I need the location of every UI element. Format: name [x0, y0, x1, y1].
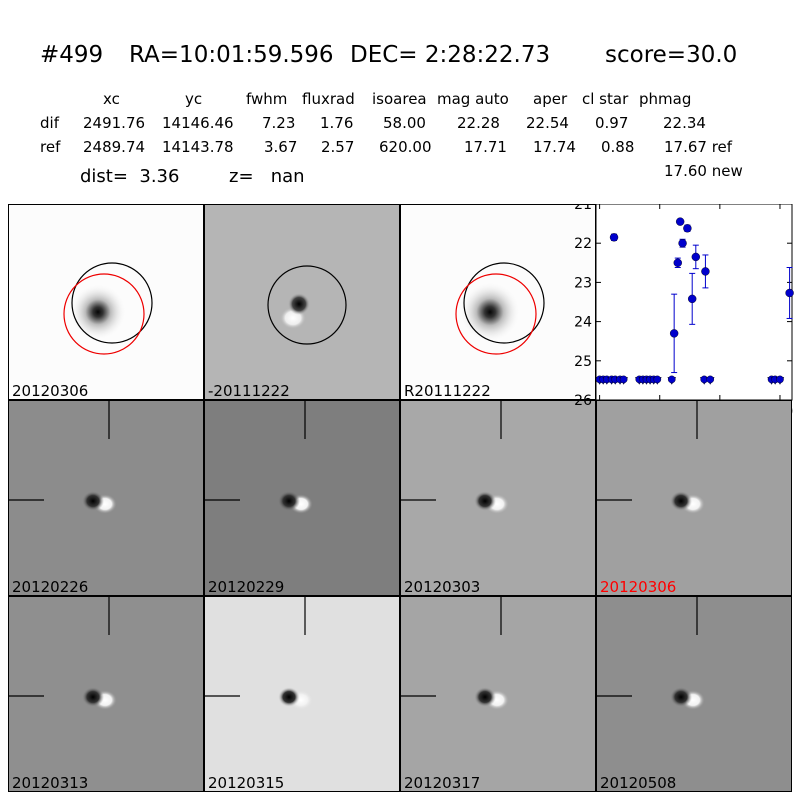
epoch-stamp-image [597, 401, 705, 514]
epoch-stamp-image [205, 401, 313, 514]
score-value: score=30.0 [605, 42, 738, 68]
ref-isoarea: 620.00 [379, 138, 432, 156]
epoch-stamp-image [401, 401, 509, 514]
y-axis-labels: 21 22 23 24 25 26 [574, 204, 592, 409]
dif-fwhm: 7.23 [262, 114, 296, 132]
y-tick-label: 25 [574, 354, 592, 370]
new-phmag: 17.60 new [664, 162, 743, 180]
epoch-stamp-image [597, 597, 705, 710]
upper-limit-point [706, 375, 715, 384]
y-tick-label: 22 [574, 236, 592, 252]
col-header-yc: yc [185, 90, 203, 108]
ref-fluxrad: 2.57 [321, 138, 355, 156]
detection-point [609, 233, 619, 242]
difference-stamp: -20111222 [204, 204, 400, 400]
stamp-date-label: 20120317 [404, 774, 481, 792]
dif-aper: 22.54 [526, 114, 569, 132]
ref-mag-auto: 17.71 [464, 138, 507, 156]
aperture-circle [463, 262, 545, 344]
detection-point [669, 329, 679, 338]
detection-point [687, 294, 697, 304]
epoch-stamp-image [401, 597, 509, 710]
ref-aper: 17.74 [533, 138, 576, 156]
stamp-date-label: 20120303 [404, 578, 481, 596]
redshift-value: z= nan [229, 166, 305, 187]
science-stamp: 20120306 [8, 204, 204, 400]
epoch-stamp: 20120226 [8, 400, 204, 596]
detection-point [678, 239, 687, 248]
dif-mag-auto: 22.28 [457, 114, 500, 132]
detection-point [683, 224, 692, 233]
ref-yc: 14143.78 [162, 138, 234, 156]
col-header-fluxrad: fluxrad [302, 90, 355, 108]
stamp-date-label: 20120226 [12, 578, 89, 596]
dif-isoarea: 58.00 [383, 114, 426, 132]
epoch-stamp: 20120306 [596, 400, 792, 596]
upper-limit-point [776, 375, 784, 384]
light-curve-chart: 050100150 [596, 204, 794, 416]
upper-limit-point [619, 375, 628, 384]
candidate-id: #499 [40, 42, 104, 68]
difference-stamp-image [267, 265, 347, 345]
epoch-stamp: 20120508 [596, 596, 792, 792]
epoch-stamp: 20120317 [400, 596, 596, 792]
dif-cl-star: 0.97 [595, 114, 629, 132]
ref-xc: 2489.74 [83, 138, 146, 156]
reference-aperture-circle [63, 273, 145, 355]
col-header-isoarea: isoarea [372, 90, 427, 108]
col-header-fwhm: fwhm [246, 90, 288, 108]
detection-point [673, 258, 682, 267]
ra-coordinate: RA=10:01:59.596 [129, 42, 334, 68]
ref-cl-star: 0.88 [601, 138, 635, 156]
epoch-stamp-image [205, 597, 313, 710]
aperture-circle [267, 265, 347, 345]
stamp-date-label: 20120229 [208, 578, 285, 596]
col-header-aper: aper [533, 90, 568, 108]
detection-point [701, 267, 710, 276]
upper-limit-point [653, 375, 662, 384]
dif-xc: 2491.76 [83, 114, 146, 132]
epoch-stamp: 20120229 [204, 400, 400, 596]
upper-limit-point [667, 375, 676, 384]
reference-stamp-image [455, 262, 545, 355]
dist-value: dist= 3.36 [80, 166, 180, 187]
y-tick-label: 24 [574, 315, 592, 331]
epoch-stamp: 20120315 [204, 596, 400, 792]
dec-coordinate: DEC= 2:28:22.73 [350, 42, 551, 68]
row-label-dif: dif [40, 114, 59, 132]
y-tick-label: 21 [574, 204, 592, 213]
ref-fwhm: 3.67 [264, 138, 298, 156]
y-tick-label: 26 [574, 393, 592, 409]
detection-point [675, 217, 685, 226]
col-header-phmag: phmag [639, 90, 692, 108]
epoch-stamp: 20120303 [400, 400, 596, 596]
dif-fluxrad: 1.76 [320, 114, 354, 132]
stamp-date-label: 20120508 [600, 774, 677, 792]
stamp-date-label: R20111222 [404, 382, 491, 400]
dif-yc: 14146.46 [162, 114, 234, 132]
detection-point [785, 288, 794, 298]
aperture-circle [71, 262, 153, 344]
stamp-date-label: 20120313 [12, 774, 89, 792]
dif-phmag: 22.34 [663, 114, 706, 132]
stamp-date-label: 20120306 [600, 578, 677, 596]
ref-phmag: 17.67 ref [664, 138, 733, 156]
col-header-cl-star: cl star [582, 90, 629, 108]
epoch-stamp: 20120313 [8, 596, 204, 792]
col-header-xc: xc [103, 90, 120, 108]
science-stamp-image [63, 262, 153, 355]
row-label-ref: ref [40, 138, 61, 156]
epoch-stamp-image [9, 597, 117, 710]
epoch-stamp-image [9, 401, 117, 514]
reference-stamp: R20111222 [400, 204, 596, 400]
detection-point [691, 252, 701, 262]
stamp-date-label: 20120315 [208, 774, 285, 792]
col-header-mag-auto: mag auto [437, 90, 509, 108]
stamp-date-label: -20111222 [208, 382, 290, 400]
stamp-date-label: 20120306 [12, 382, 89, 400]
y-tick-label: 23 [574, 275, 592, 291]
reference-aperture-circle [455, 273, 537, 355]
